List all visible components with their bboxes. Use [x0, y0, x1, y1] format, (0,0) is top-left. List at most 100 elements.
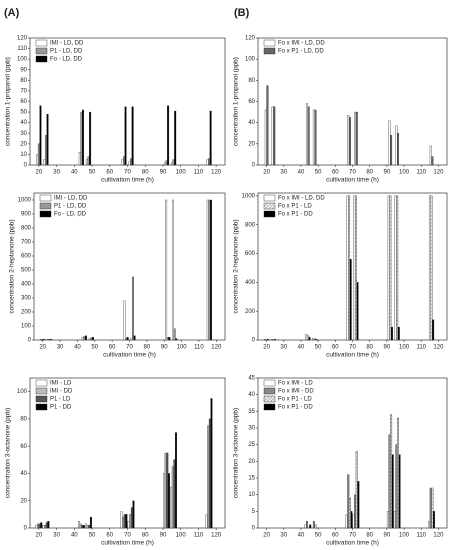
legend-label: Fo x IMI - DD: [278, 389, 314, 395]
y-axis-label: concentration 3-octanone (ppb): [5, 408, 12, 498]
legend-swatch: [263, 210, 276, 218]
bar: [172, 159, 175, 166]
x-tick-label: 20: [36, 533, 43, 539]
x-tick-label: 100: [177, 345, 188, 351]
x-axis-label: cultivation time (h): [326, 352, 379, 359]
x-tick-label: 70: [349, 533, 356, 539]
bar: [356, 282, 359, 341]
x-tick-label: 90: [160, 533, 167, 539]
bar: [83, 336, 86, 341]
bar: [306, 103, 309, 166]
y-tick-label: 300: [21, 296, 32, 302]
legend-label: Fo x P1 - DD: [278, 405, 313, 411]
x-tick-label: 110: [416, 170, 426, 176]
bar: [209, 199, 212, 341]
x-tick-label: 90: [161, 345, 168, 351]
bar: [41, 339, 44, 341]
bar: [46, 114, 49, 166]
x-tick-label: 70: [349, 170, 356, 176]
legend-swatch: [263, 403, 276, 411]
y-tick-label: 800: [245, 222, 256, 228]
bar: [390, 135, 393, 166]
bar: [166, 452, 169, 529]
x-tick-label: 20: [39, 345, 46, 351]
x-tick-label: 20: [36, 170, 43, 176]
bar: [44, 525, 47, 529]
x-tick-label: 30: [280, 533, 287, 539]
y-tick-label: 10: [20, 152, 27, 158]
y-tick-label: 30: [248, 426, 255, 432]
bar: [171, 162, 173, 166]
x-tick-label: 20: [263, 170, 270, 176]
bar: [208, 418, 211, 529]
y-tick-label: 60: [20, 99, 27, 105]
bar: [42, 525, 45, 529]
bar: [431, 156, 434, 166]
y-tick-label: 400: [21, 282, 32, 288]
y-tick-label: 20: [20, 141, 27, 147]
x-tick-label: 30: [53, 533, 60, 539]
bar: [209, 110, 212, 166]
bar: [397, 326, 400, 341]
x-axis-label: cultivation time (h): [101, 177, 154, 184]
y-tick-label: 15: [248, 476, 255, 482]
bar: [396, 133, 399, 166]
x-tick-label: 70: [124, 170, 131, 176]
bar: [264, 109, 267, 166]
bar: [271, 106, 274, 166]
bar: [206, 199, 209, 341]
legend-label: IMI - DD: [50, 389, 73, 395]
legend-swatch: [263, 395, 276, 403]
x-tick-label: 70: [126, 345, 133, 351]
panel-label: (A): [4, 7, 20, 19]
y-tick-label: 120: [17, 36, 28, 42]
bar: [91, 337, 94, 341]
legend-swatch: [35, 55, 48, 63]
bar: [124, 106, 127, 166]
x-tick-label: 90: [384, 345, 391, 351]
x-tick-label: 100: [176, 533, 187, 539]
bar: [127, 521, 130, 529]
x-tick-label: 30: [53, 170, 60, 176]
bar: [89, 516, 92, 529]
x-tick-label: 60: [106, 170, 113, 176]
bar: [174, 110, 177, 166]
bar: [163, 162, 166, 166]
legend-swatch: [263, 47, 276, 55]
y-tick-label: 60: [248, 99, 255, 105]
bar: [395, 125, 398, 166]
legend-label: Fo x IMI - LD, DD: [278, 41, 325, 47]
legend-swatch: [35, 395, 48, 403]
bar: [207, 425, 210, 529]
bar: [35, 525, 38, 529]
x-tick-label: 40: [298, 345, 305, 351]
bar: [86, 525, 89, 529]
y-tick-label: 80: [20, 78, 27, 84]
bar: [348, 497, 351, 529]
bar: [306, 335, 309, 341]
bar: [393, 511, 396, 529]
x-tick-label: 20: [263, 345, 270, 351]
x-tick-label: 40: [298, 170, 305, 176]
bar: [78, 521, 80, 529]
bar: [355, 111, 358, 166]
bar: [313, 338, 316, 341]
bar: [175, 432, 177, 529]
bar: [80, 111, 83, 166]
bar: [50, 339, 53, 341]
bar: [431, 487, 434, 529]
bar: [354, 195, 357, 341]
x-tick-label: 110: [194, 533, 204, 539]
bar: [349, 259, 352, 341]
legend-label: P1 - LD, DD: [54, 204, 87, 210]
bar: [355, 451, 358, 529]
bar: [429, 145, 432, 166]
y-tick-label: 40: [248, 392, 255, 398]
y-tick-label: 100: [17, 389, 28, 395]
bar: [40, 339, 43, 341]
x-tick-label: 100: [399, 170, 410, 176]
x-tick-label: 90: [384, 170, 391, 176]
bar: [386, 511, 389, 529]
y-axis-label: concentration 2-heptanone (ppb): [233, 219, 240, 313]
